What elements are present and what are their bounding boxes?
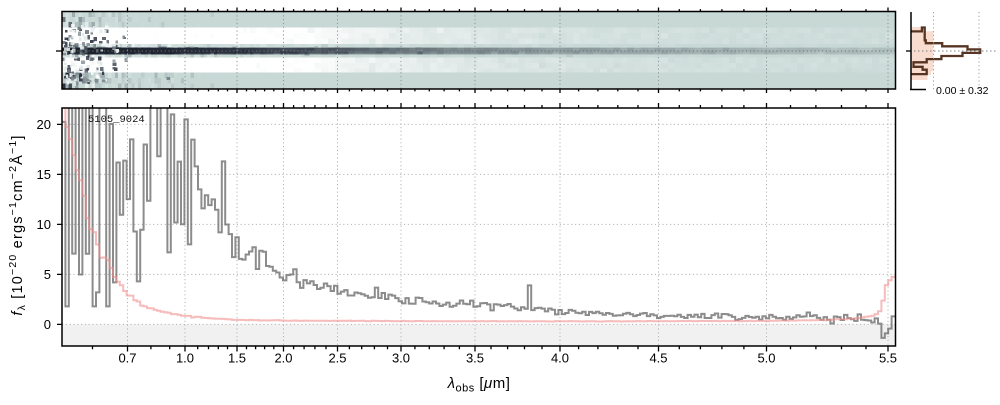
svg-text:15: 15 <box>37 167 51 182</box>
svg-text:4.0: 4.0 <box>551 351 569 366</box>
svg-text:5.5: 5.5 <box>879 351 897 366</box>
svg-text:0.00 ± 0.32: 0.00 ± 0.32 <box>936 85 989 97</box>
svg-text:10: 10 <box>37 217 51 232</box>
svg-text:3.5: 3.5 <box>466 351 484 366</box>
svg-text:fλ [10−20 ergs−1cm−2Å−1]: fλ [10−20 ergs−1cm−2Å−1] <box>7 134 28 315</box>
svg-text:5: 5 <box>44 267 51 282</box>
svg-text:0: 0 <box>44 317 51 332</box>
svg-text:5105_9024: 5105_9024 <box>88 114 145 126</box>
svg-text:0.7: 0.7 <box>118 351 136 366</box>
svg-text:2.0: 2.0 <box>274 351 292 366</box>
svg-text:20: 20 <box>37 117 51 132</box>
svg-text:3.0: 3.0 <box>392 351 410 366</box>
svg-text:1.0: 1.0 <box>176 351 194 366</box>
svg-text:λobs [μm]: λobs [μm] <box>447 375 511 394</box>
svg-text:4.5: 4.5 <box>649 351 667 366</box>
svg-text:1.5: 1.5 <box>228 351 246 366</box>
svg-text:5.0: 5.0 <box>757 351 775 366</box>
svg-text:2.5: 2.5 <box>328 351 346 366</box>
